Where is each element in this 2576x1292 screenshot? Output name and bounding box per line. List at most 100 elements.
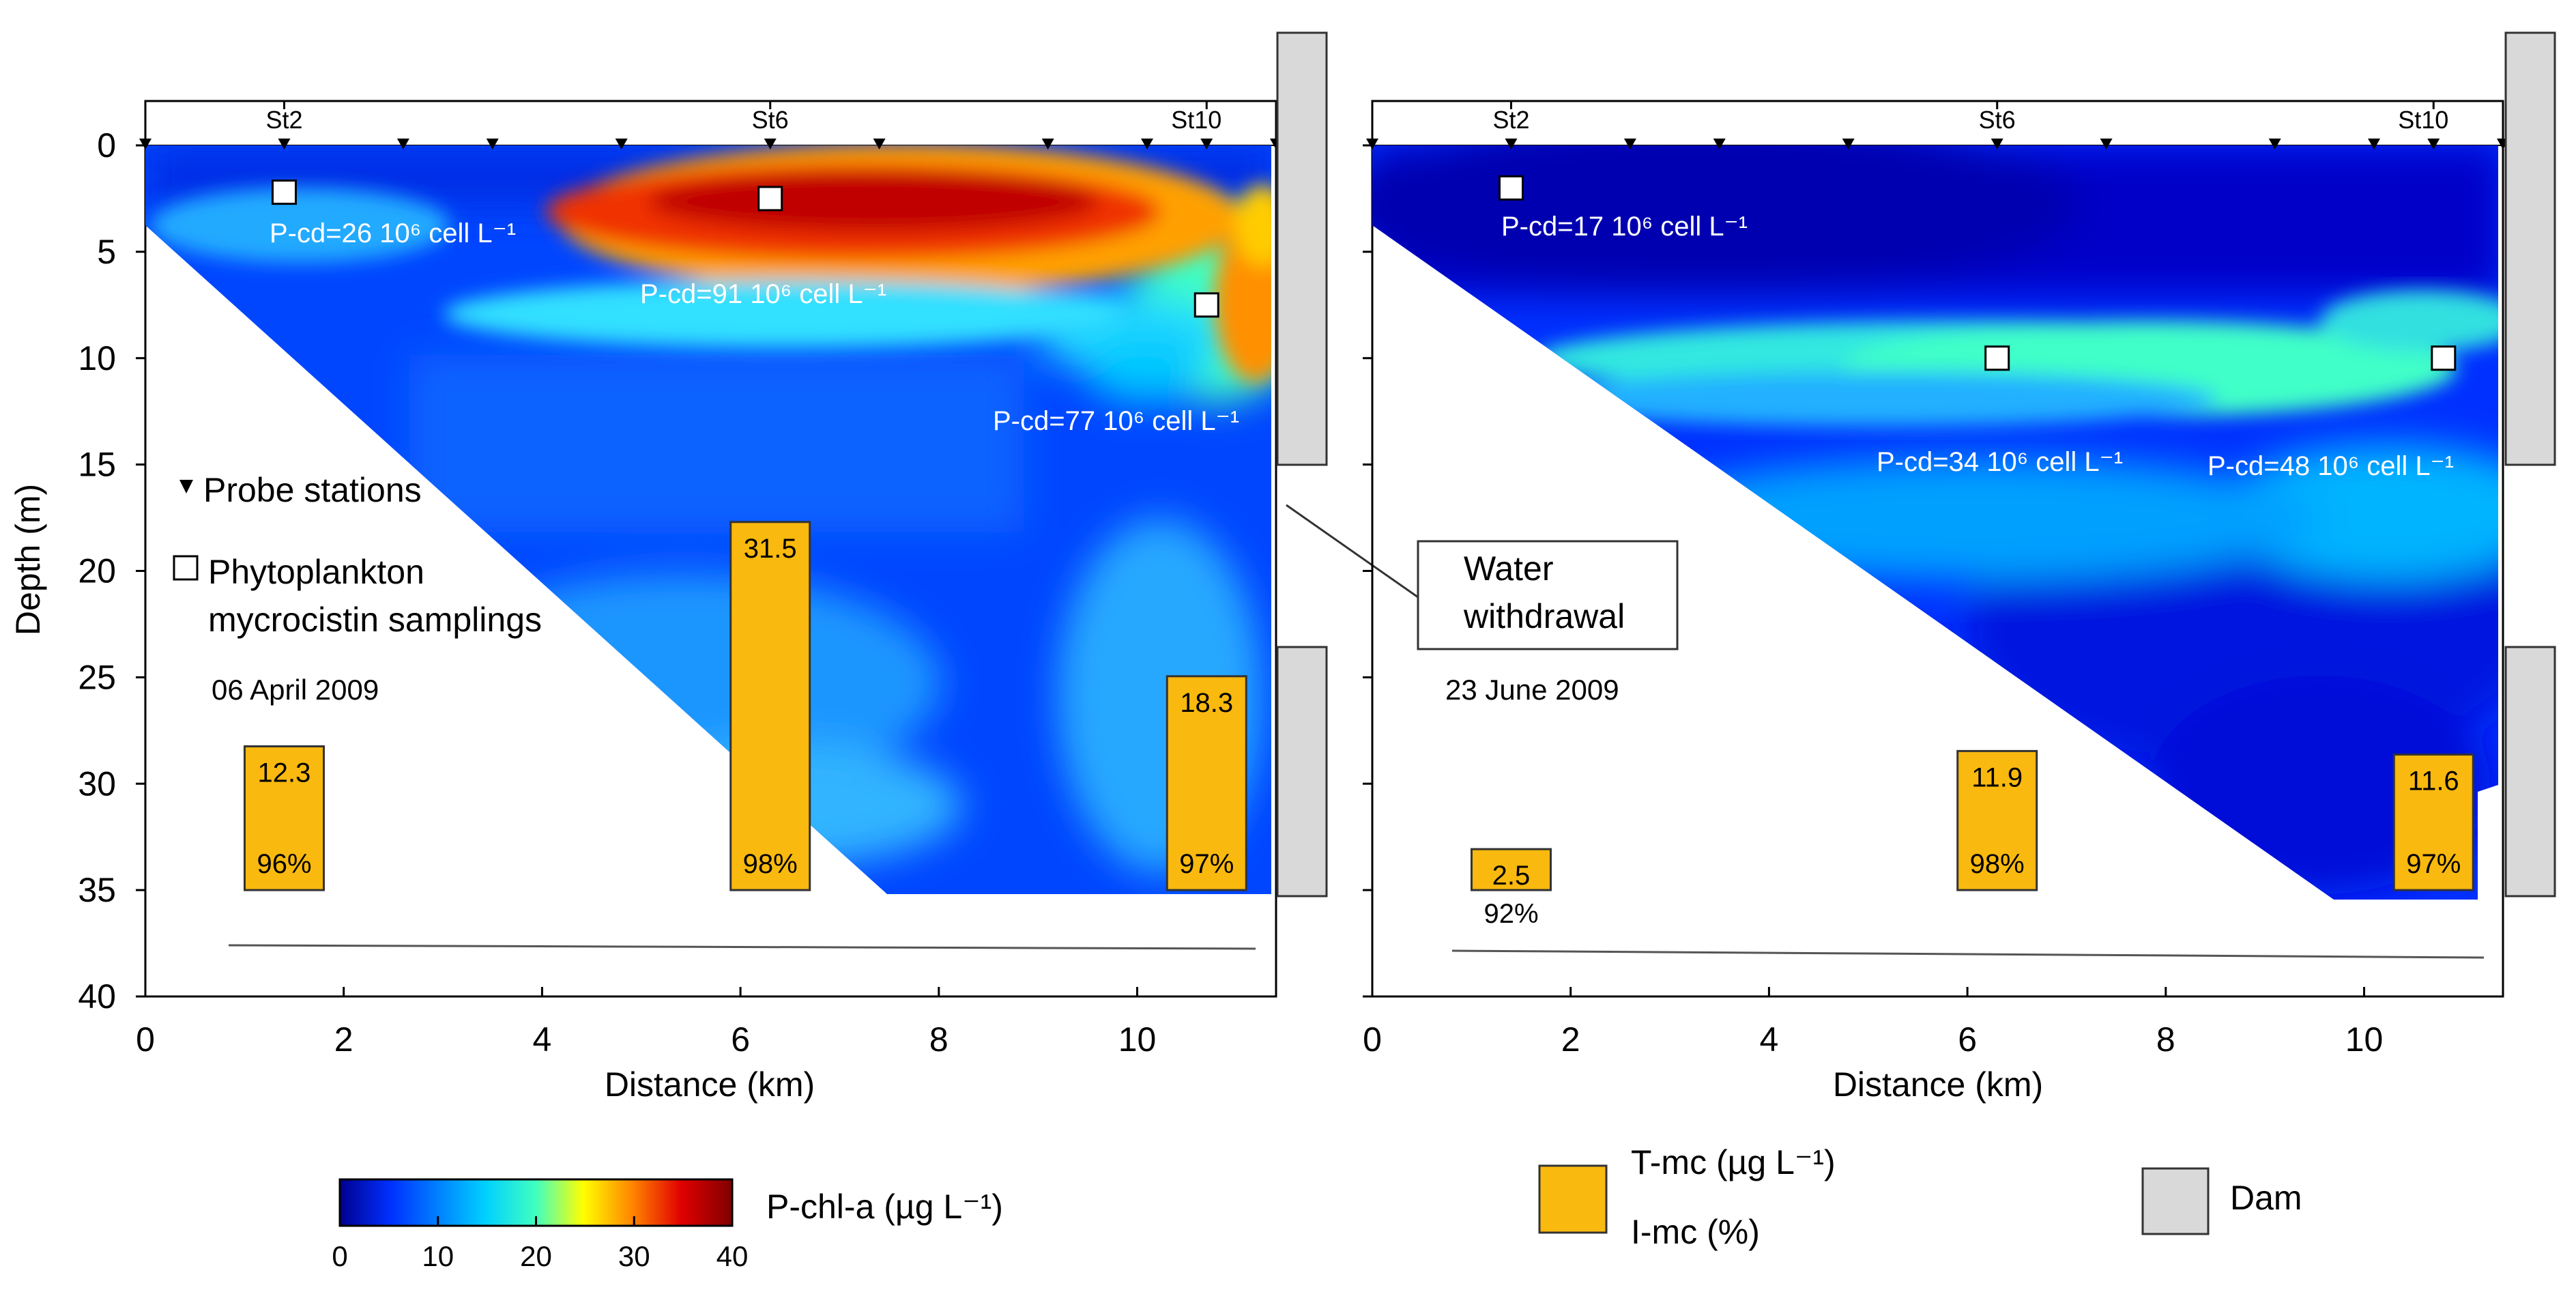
phytoplankton-legend-line2: mycrocistin samplings	[208, 601, 542, 639]
probe-station-marker	[615, 139, 628, 149]
phytoplankton-legend: Phytoplankton mycrocistin samplings	[173, 553, 542, 639]
left-x-axis-ticks: 0 2 4 6 8 10	[136, 987, 1156, 1059]
left-dam-upper	[1276, 31, 1328, 466]
x-tick-label: 0	[136, 1020, 155, 1059]
probe-station-marker	[2100, 139, 2113, 149]
dam-legend: Dam	[2141, 1167, 2302, 1235]
left-dam-lower	[1276, 646, 1328, 898]
right-dam-upper	[2504, 31, 2556, 466]
right-date-label: 23 June 2009	[1445, 674, 1619, 706]
right-probe-markers	[1366, 139, 2509, 149]
station-label: St6	[752, 106, 789, 134]
left-toxin-bars: 12.3 96% 31.5 98% 18.3 97%	[243, 521, 1247, 891]
probe-marker-icon	[179, 480, 193, 493]
probe-station-marker	[1366, 139, 1378, 149]
toxin-legend-swatch	[1538, 1164, 1608, 1234]
colorbar-tick-label: 10	[422, 1240, 454, 1272]
left-station-labels: St2 St6 St10	[265, 101, 1221, 134]
imc-value-label: 97%	[2406, 849, 2461, 879]
pcd-label: P-cd=26 10⁶ cell L⁻¹	[270, 218, 516, 248]
left-date-label: 06 April 2009	[212, 674, 379, 706]
tmc-value-label: 2.5	[1492, 861, 1531, 891]
sampling-square-icon	[173, 555, 199, 581]
probe-station-marker	[396, 139, 409, 149]
right-dam-lower	[2504, 646, 2556, 898]
imc-legend-label: I-mc (%)	[1631, 1213, 1760, 1251]
y-tick-label: 40	[78, 977, 116, 1016]
x-tick-label: 4	[1759, 1020, 1778, 1059]
y-tick-label: 30	[78, 764, 116, 803]
x-tick-label: 2	[1561, 1020, 1580, 1059]
colorbar-tick-label: 40	[717, 1240, 749, 1272]
imc-value-label: 96%	[257, 849, 311, 879]
left-panel: 0 5 10 15 20 25 30 35 40 0 2 4 6 8 10 Depth (m) Dista…	[9, 100, 1282, 1104]
probe-station-marker	[1991, 139, 2003, 149]
probe-station-marker	[486, 139, 499, 149]
probe-station-marker	[873, 139, 886, 149]
probe-station-marker	[1141, 139, 1154, 149]
sampling-square	[1498, 175, 1524, 201]
sampling-square	[757, 186, 783, 212]
left-plot-frame	[144, 100, 1277, 998]
water-withdrawal-leader	[1286, 504, 1419, 599]
probe-station-marker	[764, 139, 777, 149]
probe-station-marker	[1713, 139, 1726, 149]
right-x-axis-ticks: 0 2 4 6 8 10	[1363, 987, 2383, 1059]
x-tick-label: 8	[2156, 1020, 2175, 1059]
station-label: St6	[1979, 106, 2016, 134]
x-tick-label: 6	[731, 1020, 750, 1059]
probe-station-marker	[2427, 139, 2440, 149]
probe-stations-legend: Probe stations	[179, 471, 422, 509]
colorbar-title: P-chl-a (µg L⁻¹)	[766, 1188, 1003, 1226]
y-tick-label: 15	[78, 446, 116, 484]
probe-station-marker	[1505, 139, 1518, 149]
imc-value-label: 98%	[743, 849, 798, 879]
x-tick-label: 8	[929, 1020, 949, 1059]
x-tick-label: 0	[1363, 1020, 1382, 1059]
left-samplings: P-cd=26 10⁶ cell L⁻¹ P-cd=91 10⁶ cell L⁻¹…	[270, 180, 1239, 436]
station-label: St10	[1171, 106, 1221, 134]
imc-value-label: 97%	[1179, 849, 1234, 879]
y-tick-label: 5	[97, 233, 116, 271]
tmc-bar	[729, 521, 811, 891]
colorbar-tick-label: 0	[332, 1240, 347, 1272]
tmc-bar	[1470, 848, 1552, 891]
pcd-label: P-cd=34 10⁶ cell L⁻¹	[1877, 447, 2123, 477]
probe-station-marker	[1842, 139, 1855, 149]
colorbar-tick-label: 30	[618, 1240, 650, 1272]
tmc-value-label: 18.3	[1180, 688, 1233, 718]
right-samplings: P-cd=17 10⁶ cell L⁻¹ P-cd=34 10⁶ cell L⁻¹…	[1498, 175, 2457, 481]
water-withdrawal-box: Water withdrawal	[1417, 540, 1679, 650]
x-tick-label: 2	[334, 1020, 353, 1059]
right-toxin-bars: 2.5 92% 11.9 98% 11.6 97%	[1470, 749, 2474, 929]
y-tick-label: 20	[78, 552, 116, 590]
y-tick-label: 35	[78, 871, 116, 909]
y-tick-label: 10	[78, 339, 116, 377]
right-station-labels: St2 St6 St10	[1492, 101, 2448, 134]
probe-station-marker	[1041, 139, 1054, 149]
sampling-square	[271, 180, 297, 205]
pcd-label: P-cd=48 10⁶ cell L⁻¹	[2208, 451, 2454, 481]
x-tick-label: 6	[1958, 1020, 1977, 1059]
x-tick-label: 10	[2345, 1020, 2384, 1059]
imc-value-label: 98%	[1970, 849, 2025, 879]
tmc-bar	[1956, 749, 2038, 891]
tmc-legend-label: T-mc (µg L⁻¹)	[1631, 1143, 1836, 1181]
imc-value-label: 92%	[1484, 899, 1538, 929]
right-bottom-line	[1451, 949, 2485, 959]
right-y-axis-ticks	[1363, 144, 1372, 998]
probe-station-marker	[2368, 139, 2381, 149]
tmc-bar	[1166, 675, 1247, 891]
sampling-square	[1984, 345, 2010, 371]
station-label: St2	[1492, 106, 1529, 134]
colorbar: 0 10 20 30 40 P-chl-a (µg L⁻¹)	[332, 1178, 1003, 1272]
right-x-axis-label: Distance (km)	[1833, 1065, 2043, 1104]
probe-stations-legend-label: Probe stations	[203, 471, 422, 509]
phytoplankton-legend-line1: Phytoplankton	[208, 553, 424, 591]
dam-legend-swatch	[2141, 1167, 2210, 1235]
x-tick-label: 4	[532, 1020, 551, 1059]
toxin-legend: T-mc (µg L⁻¹) I-mc (%)	[1538, 1143, 1836, 1251]
left-y-axis-label: Depth (m)	[9, 484, 47, 635]
